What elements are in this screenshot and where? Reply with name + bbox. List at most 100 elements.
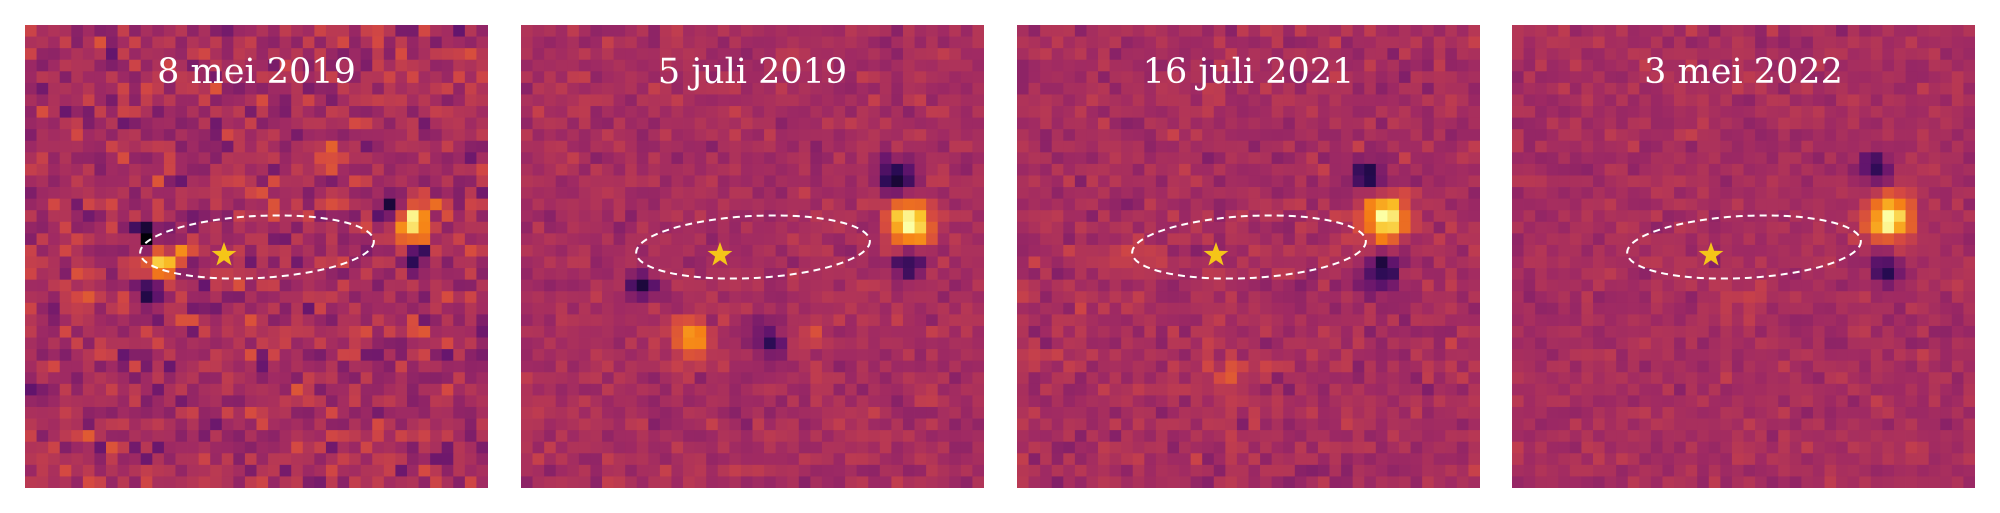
- heatmap-pixel: [1445, 314, 1458, 327]
- heatmap-pixel: [856, 314, 869, 327]
- heatmap-pixel: [1271, 59, 1284, 72]
- heatmap-pixel: [1422, 187, 1435, 200]
- heatmap-pixel: [233, 418, 246, 431]
- heatmap-pixel: [94, 163, 107, 176]
- heatmap-pixel: [1283, 476, 1296, 488]
- heatmap-pixel: [25, 198, 37, 211]
- heatmap-pixel: [140, 221, 153, 234]
- heatmap-pixel: [613, 152, 626, 165]
- heatmap-pixel: [602, 314, 614, 327]
- heatmap-pixel: [775, 360, 788, 373]
- heatmap-pixel: [187, 140, 200, 153]
- heatmap-pixel: [555, 349, 568, 362]
- heatmap-pixel: [1248, 244, 1261, 257]
- heatmap-pixel: [775, 25, 788, 37]
- heatmap-pixel: [1375, 372, 1388, 385]
- heatmap-pixel: [740, 82, 753, 95]
- heatmap-pixel: [453, 430, 466, 443]
- heatmap-pixel: [937, 476, 950, 488]
- heatmap-pixel: [706, 233, 719, 246]
- heatmap-pixel: [1410, 302, 1423, 315]
- heatmap-pixel: [244, 441, 257, 454]
- heatmap-pixel: [1445, 395, 1458, 408]
- heatmap-pixel: [868, 210, 881, 223]
- heatmap-pixel: [532, 418, 545, 431]
- heatmap-pixel: [1352, 36, 1365, 49]
- heatmap-pixel: [1179, 476, 1192, 488]
- heatmap-pixel: [845, 302, 858, 315]
- heatmap-pixel: [1074, 349, 1087, 362]
- heatmap-pixel: [198, 441, 211, 454]
- heatmap-pixel: [810, 25, 823, 37]
- heatmap-pixel: [476, 430, 488, 443]
- heatmap-pixel: [544, 360, 557, 373]
- heatmap-pixel: [1468, 163, 1480, 176]
- heatmap-pixel: [1387, 163, 1400, 176]
- heatmap-pixel: [59, 441, 72, 454]
- heatmap-pixel: [244, 94, 257, 107]
- heatmap-pixel: [532, 82, 545, 95]
- heatmap-pixel: [902, 406, 915, 419]
- heatmap-pixel: [1190, 140, 1203, 153]
- heatmap-pixel: [1375, 337, 1388, 350]
- heatmap-pixel: [25, 140, 37, 153]
- heatmap-pixel: [1260, 163, 1273, 176]
- heatmap-pixel: [221, 372, 234, 385]
- heatmap-pixel: [1329, 464, 1342, 477]
- heatmap-pixel: [1398, 406, 1411, 419]
- heatmap-pixel: [1662, 25, 1675, 37]
- heatmap-pixel: [163, 476, 176, 488]
- heatmap-pixel: [764, 256, 777, 269]
- heatmap-pixel: [1422, 418, 1435, 431]
- heatmap-pixel: [1375, 187, 1388, 200]
- heatmap-pixel: [1167, 140, 1180, 153]
- heatmap-pixel: [59, 175, 72, 188]
- heatmap-pixel: [1225, 325, 1238, 338]
- heatmap-pixel: [671, 314, 684, 327]
- heatmap-pixel: [1074, 291, 1087, 304]
- heatmap-pixel: [1086, 314, 1099, 327]
- heatmap-pixel: [1236, 395, 1249, 408]
- heatmap-pixel: [1329, 175, 1342, 188]
- heatmap-pixel: [1364, 140, 1377, 153]
- heatmap-pixel: [198, 464, 211, 477]
- heatmap-pixel: [48, 117, 61, 130]
- heatmap-pixel: [210, 383, 223, 396]
- heatmap-pixel: [140, 233, 153, 246]
- heatmap-pixel: [590, 360, 603, 373]
- heatmap-pixel: [636, 175, 649, 188]
- heatmap-pixel: [891, 221, 904, 234]
- heatmap-pixel: [648, 291, 661, 304]
- heatmap-pixel: [117, 372, 130, 385]
- heatmap-pixel: [82, 175, 95, 188]
- heatmap-pixel: [856, 106, 869, 118]
- heatmap-pixel: [1132, 430, 1145, 443]
- heatmap-pixel: [106, 325, 118, 338]
- heatmap-pixel: [140, 152, 153, 165]
- heatmap-pixel: [856, 268, 869, 281]
- heatmap-pixel: [1109, 406, 1122, 419]
- heatmap-pixel: [1569, 48, 1582, 61]
- heatmap-pixel: [949, 291, 962, 304]
- heatmap-pixel: [567, 395, 580, 408]
- heatmap-pixel: [1086, 464, 1099, 477]
- heatmap-pixel: [567, 337, 580, 350]
- heatmap-pixel: [1028, 279, 1041, 292]
- heatmap-pixel: [71, 106, 84, 118]
- heatmap-pixel: [833, 140, 846, 153]
- heatmap-pixel: [636, 187, 649, 200]
- heatmap-pixel: [453, 314, 466, 327]
- heatmap-pixel: [430, 59, 443, 72]
- heatmap-pixel: [648, 430, 661, 443]
- heatmap-pixel: [1086, 25, 1099, 37]
- heatmap-pixel: [1202, 48, 1215, 61]
- heatmap-pixel: [198, 71, 211, 84]
- heatmap-pixel: [717, 175, 730, 188]
- heatmap-pixel: [972, 291, 984, 304]
- heatmap-pixel: [1294, 291, 1307, 304]
- heatmap-pixel: [395, 71, 408, 84]
- heatmap-pixel: [210, 430, 223, 443]
- heatmap-pixel: [1225, 82, 1238, 95]
- heatmap-pixel: [291, 441, 304, 454]
- heatmap-pixel: [36, 71, 49, 84]
